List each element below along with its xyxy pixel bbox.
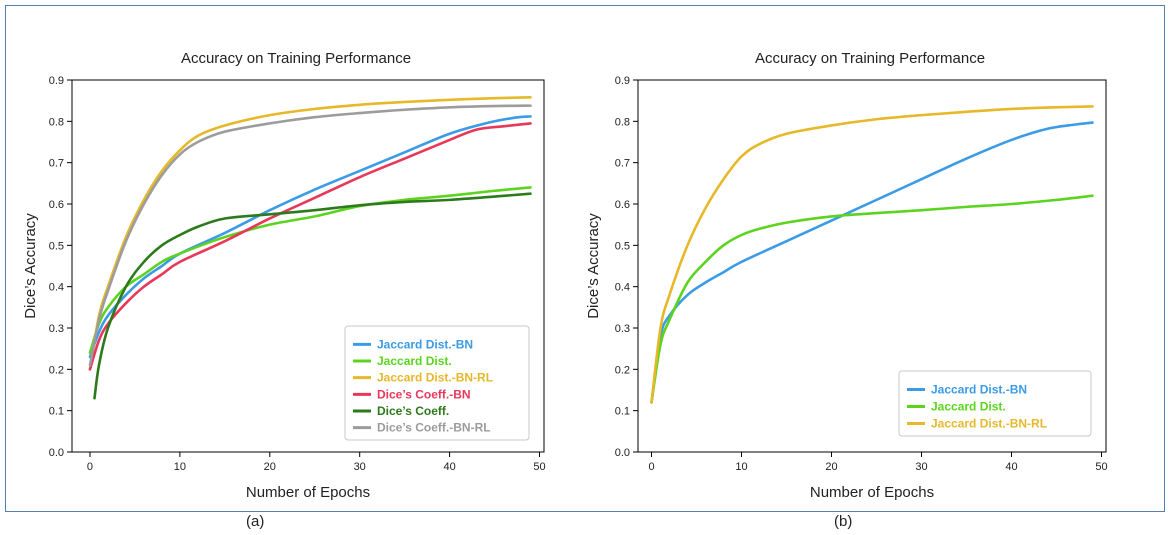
x-tick-label: 50 (533, 461, 545, 473)
y-axis-label: Dice’s Accuracy (22, 213, 39, 319)
x-axis-label: Number of Epochs (246, 484, 370, 501)
x-tick-label: 0 (648, 461, 654, 473)
legend-box (898, 370, 1092, 437)
x-tick-label: 40 (1005, 461, 1017, 473)
legend-label: Jaccard Dist.-BN-RL (377, 371, 493, 385)
y-tick-label: 0.0 (49, 447, 64, 459)
legend-label: Jaccard Dist. (931, 400, 1006, 414)
x-axis-label: Number of Epochs (810, 484, 934, 501)
y-tick-label: 0.2 (49, 364, 64, 376)
chart-title: Accuracy on Training Performance (755, 50, 985, 67)
legend-label: Dice’s Coeff.-BN (377, 387, 471, 401)
caption-b: (b) (834, 513, 853, 530)
chart-b: Accuracy on Training Performance 0 10 20 30 4… (585, 50, 1108, 501)
y-tick-label: 0.6 (49, 199, 64, 211)
y-tick-label: 0.0 (615, 447, 630, 459)
y-tick-label: 0.7 (49, 158, 64, 170)
x-tick-label: 40 (443, 461, 455, 473)
legend-box (344, 325, 530, 441)
plot-frame (71, 79, 545, 453)
legend-label: Jaccard Dist.-BN-RL (931, 417, 1047, 431)
y-tick-label: 0.1 (49, 406, 64, 418)
y-tick-label: 0.2 (615, 364, 630, 376)
legend-label: Jaccard Dist.-BN (377, 337, 473, 351)
legend-label: Dice’s Coeff. (377, 404, 449, 418)
series-line-2 (88, 186, 532, 355)
y-tick-label: 0.5 (49, 240, 64, 252)
series-line-2 (650, 194, 1094, 404)
y-tick-label: 0.8 (615, 116, 630, 128)
y-tick-label: 0.4 (49, 282, 64, 294)
y-axis-label: Dice’s Accuracy (585, 213, 602, 319)
series-line-4 (88, 122, 532, 371)
legend-label: Jaccard Dist. (377, 354, 452, 368)
series-line-1 (88, 115, 532, 359)
chart-title: Accuracy on Training Performance (181, 50, 411, 67)
y-tick-label: 0.1 (615, 406, 630, 418)
x-tick-label: 30 (354, 461, 366, 473)
series-line-3 (650, 105, 1094, 404)
y-tick-label: 0.4 (615, 282, 630, 294)
legend: Jaccard Dist.-BN Jaccard Dist. Jaccard Dis… (344, 325, 530, 441)
y-tick-label: 0.3 (49, 323, 64, 335)
legend-label: Dice’s Coeff.-BN-RL (377, 421, 491, 435)
legend-label: Jaccard Dist.-BN (931, 383, 1027, 397)
plot-frame (637, 79, 1107, 453)
y-tick-label: 0.5 (615, 240, 630, 252)
y-tick-label: 0.9 (615, 75, 630, 87)
caption-a: (a) (246, 513, 265, 530)
x-tick-label: 0 (87, 461, 93, 473)
y-tick-label: 0.3 (615, 323, 630, 335)
y-tick-label: 0.9 (49, 75, 64, 87)
legend: Jaccard Dist.-BN Jaccard Dist. Jaccard Dis… (898, 370, 1092, 437)
x-tick-label: 20 (825, 461, 837, 473)
series-line-6 (88, 104, 532, 367)
series-line-1 (650, 121, 1094, 404)
y-tick-label: 0.6 (615, 199, 630, 211)
figure-frame (5, 5, 1165, 512)
x-tick-label: 30 (915, 461, 927, 473)
x-tick-label: 10 (174, 461, 186, 473)
x-tick-label: 20 (264, 461, 276, 473)
x-tick-label: 50 (1095, 461, 1107, 473)
x-tick-label: 10 (735, 461, 747, 473)
series-line-3 (88, 96, 532, 371)
y-tick-label: 0.7 (615, 158, 630, 170)
y-tick-label: 0.8 (49, 116, 64, 128)
chart-a: Accuracy on Training Performance 0 10 20 30 4… (22, 50, 546, 501)
series-line-5 (93, 192, 532, 400)
